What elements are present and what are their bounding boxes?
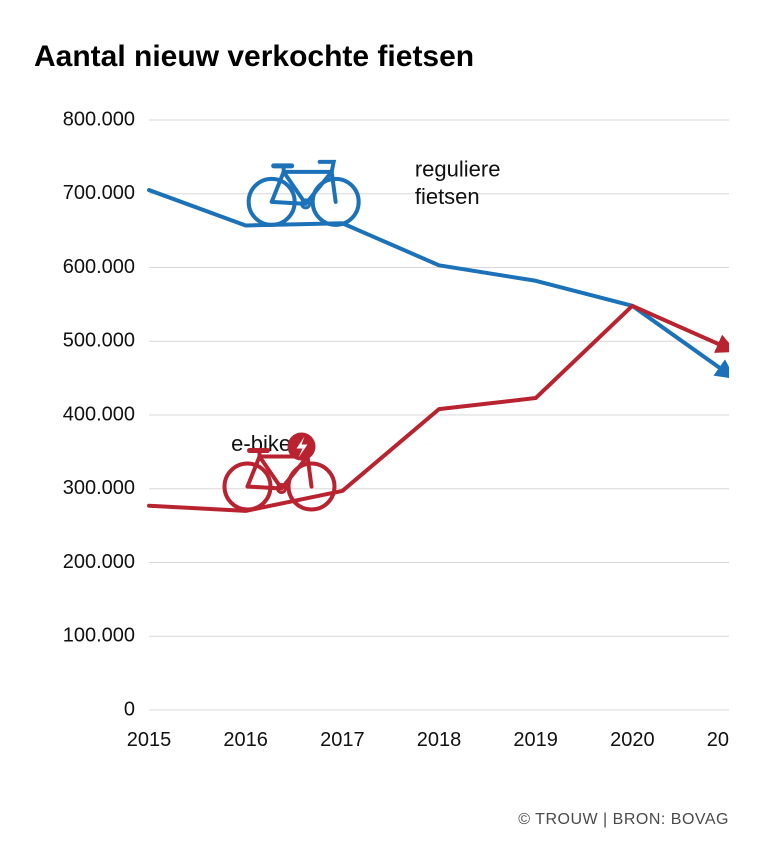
series-label-reguliere: reguliere [415, 157, 501, 182]
x-tick-label: 2016 [223, 729, 268, 751]
series-line-reguliere [149, 190, 729, 374]
y-tick-label: 500.000 [63, 330, 135, 352]
y-tick-label: 700.000 [63, 182, 135, 204]
y-tick-label: 300.000 [63, 477, 135, 499]
series-label-reguliere-2: fietsen [415, 184, 480, 209]
x-tick-label: 2018 [417, 729, 462, 751]
x-tick-label: 2017 [320, 729, 365, 751]
credit-line: © TROUW | BRON: BOVAG [0, 811, 729, 829]
y-tick-label: 200.000 [63, 551, 135, 573]
chart-title: Aantal nieuw verkochte fietsen [34, 40, 474, 74]
x-tick-label: 2021 [707, 729, 729, 751]
chart-area: 0 100.000 200.000 300.000 400.000 500.000 600.… [34, 110, 729, 780]
y-tick-label: 100.000 [63, 625, 135, 647]
series-line-ebikes [149, 306, 729, 511]
x-tick-label: 2015 [127, 729, 172, 751]
x-tick-label: 2020 [610, 729, 655, 751]
x-tick-label: 2019 [513, 729, 558, 751]
line-chart: 0 100.000 200.000 300.000 400.000 500.000 600.… [34, 110, 729, 780]
y-tick-label: 800.000 [63, 110, 135, 130]
y-tick-label: 600.000 [63, 256, 135, 278]
y-tick-label: 0 [124, 698, 135, 720]
y-tick-label: 400.000 [63, 403, 135, 425]
